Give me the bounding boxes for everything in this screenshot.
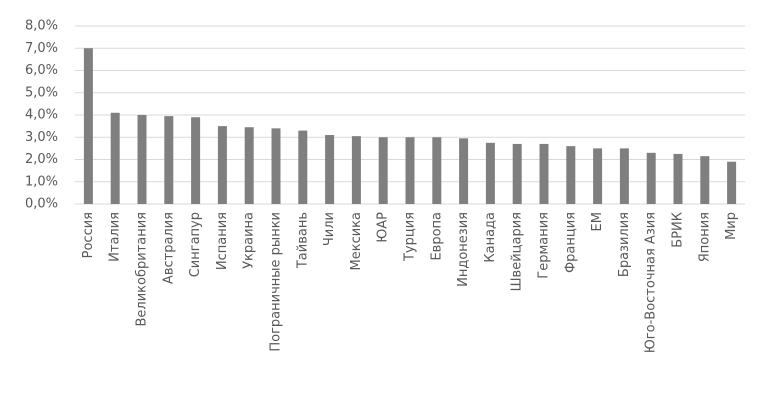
x-tick-label: Турция — [403, 212, 418, 262]
y-tick-label: 5,0% — [25, 85, 58, 100]
x-tick-label: Сингапур — [188, 212, 203, 277]
x-tick-label: Испания — [215, 212, 230, 270]
bar — [244, 127, 254, 204]
x-tick-label: Тайвань — [295, 212, 310, 269]
y-tick-label: 4,0% — [25, 108, 58, 123]
x-tick-label: ЕМ — [590, 212, 605, 231]
x-tick-label: Великобритания — [135, 212, 150, 327]
bar — [459, 138, 469, 204]
x-tick-label: Германия — [537, 212, 552, 279]
x-tick-label: Индонезия — [456, 212, 471, 287]
x-tick-label: Пограничные рынки — [269, 212, 284, 352]
bar — [83, 48, 93, 204]
bar — [298, 130, 308, 204]
bar — [137, 115, 147, 204]
bar — [646, 152, 656, 204]
x-tick-label: БРИК — [671, 212, 686, 248]
x-tick-label: Мексика — [349, 212, 364, 270]
y-tick-label: 3,0% — [25, 130, 58, 145]
bar — [164, 116, 174, 204]
bar — [485, 142, 495, 204]
bar — [700, 156, 710, 204]
x-tick-label: Юго-Восточная Азия — [644, 212, 659, 353]
x-tick-label: Россия — [81, 212, 96, 258]
x-tick-label: Италия — [108, 212, 123, 262]
bar — [432, 137, 442, 204]
bar — [378, 137, 388, 204]
bar — [110, 112, 120, 204]
x-tick-label: Чили — [322, 212, 337, 246]
bar — [512, 143, 522, 204]
bar — [325, 135, 335, 204]
x-tick-label: Украина — [242, 212, 257, 269]
x-tick-label: Австралия — [161, 212, 176, 284]
bar — [619, 148, 629, 204]
bar — [405, 137, 415, 204]
bar — [217, 126, 227, 204]
y-tick-label: 1,0% — [25, 174, 58, 189]
bar — [191, 117, 201, 204]
bar — [271, 128, 281, 204]
x-tick-label: Швейцария — [510, 212, 525, 291]
x-tick-label: Бразилия — [617, 212, 632, 277]
x-tick-label: Франция — [563, 212, 578, 273]
x-tick-label: ЮАР — [376, 212, 391, 243]
x-tick-label: Япония — [697, 212, 712, 262]
x-tick-label: Канада — [483, 212, 498, 263]
bar — [539, 143, 549, 204]
bar — [727, 161, 737, 204]
bar — [593, 148, 603, 204]
y-tick-label: 6,0% — [25, 63, 58, 78]
bar — [673, 153, 683, 204]
x-tick-label: Европа — [429, 212, 444, 261]
y-tick-label: 0,0% — [25, 197, 58, 212]
x-tick-label: Мир — [724, 212, 739, 240]
bar — [351, 136, 361, 204]
y-tick-label: 2,0% — [25, 152, 58, 167]
y-tick-label: 7,0% — [25, 41, 58, 56]
bar — [566, 146, 576, 204]
y-tick-label: 8,0% — [25, 19, 58, 34]
